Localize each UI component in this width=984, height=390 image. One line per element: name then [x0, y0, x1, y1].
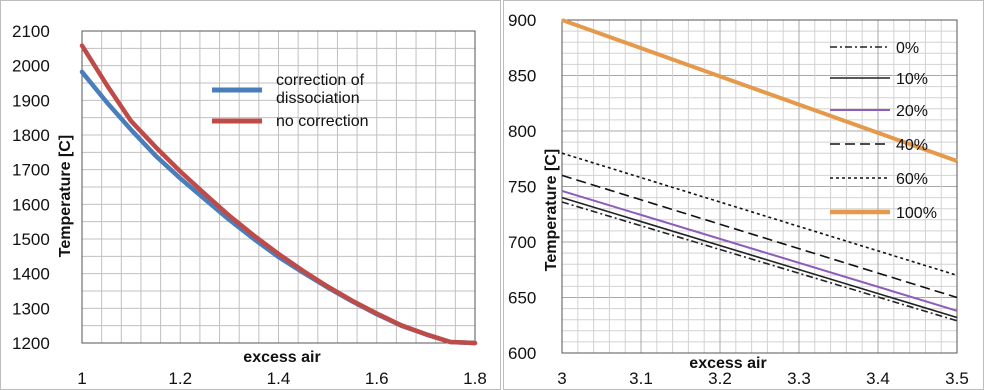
legend-label-3: 40% [896, 137, 928, 154]
legend-label-correction: correction of dissociation [276, 72, 365, 107]
left-y-tick-label: 1400 [12, 265, 50, 284]
right-x-tick-label: 3.1 [629, 369, 653, 388]
left-x-tick-label: 1.2 [168, 369, 192, 388]
right-x-tick-label: 3.2 [708, 369, 732, 388]
right-y-tick-label: 600 [508, 344, 536, 363]
right-y-tick-label: 850 [508, 67, 536, 86]
right-series-line-1 [561, 196, 958, 319]
legend-label-4: 60% [896, 171, 928, 188]
right-y-tick-label: 800 [508, 122, 536, 141]
right-y-tick-label: 750 [508, 178, 536, 197]
left-chart-frame [0, 0, 501, 390]
right-chart: 600 650 700 750 800 850 900 3 3.1 3.2 3.3 3.4 3.5 exc… [503, 0, 984, 390]
left-y-tick-label: 1300 [12, 299, 50, 318]
left-x-tick-label: 1 [77, 369, 86, 388]
right-x-axis-title: excess air [689, 355, 766, 372]
legend-label-0: 0% [896, 40, 919, 57]
left-x-tick-label: 1.6 [365, 369, 389, 388]
left-y-tick-label: 2100 [12, 22, 50, 41]
legend-label-2: 20% [896, 103, 928, 120]
right-plot-area [561, 19, 958, 354]
right-x-tick-label: 3.4 [866, 369, 890, 388]
right-y-axis-title: Temperature [C] [543, 149, 560, 271]
left-y-tick-label: 1800 [12, 126, 50, 145]
left-x-tick-label: 1.4 [267, 369, 291, 388]
legend-label-1: 10% [896, 71, 928, 88]
legend-label-5: 100% [896, 205, 937, 222]
left-x-tick-label: 1.8 [463, 369, 487, 388]
left-y-axis-title: Temperature [C] [57, 135, 74, 257]
right-y-tick-label: 650 [508, 289, 536, 308]
right-series-line-3 [561, 174, 958, 299]
right-x-tick-label: 3.5 [945, 369, 969, 388]
left-y-tick-label: 1700 [12, 161, 50, 180]
right-series-line-5 [561, 18, 958, 163]
right-y-tick-label: 900 [508, 11, 536, 30]
left-series-line-1 [79, 43, 478, 346]
left-plot-area [81, 30, 476, 344]
right-legend: 0% 10% 20% 40% 60% 100% [830, 40, 937, 222]
right-y-tick-label: 700 [508, 233, 536, 252]
right-series-line-0 [561, 201, 958, 322]
right-x-tick-label: 3 [557, 369, 566, 388]
left-y-tick-label: 1200 [12, 334, 50, 353]
left-x-axis-title: excess air [243, 349, 320, 366]
left-legend: correction of dissociation no correction [212, 72, 369, 130]
left-chart: 1200 1300 1400 1500 1600 1700 1800 1900 2000 2100… [0, 0, 501, 390]
right-series-line-2 [561, 189, 958, 312]
left-y-tick-label: 1500 [12, 230, 50, 249]
legend-label-no-correction: no correction [276, 113, 369, 130]
left-y-tick-label: 1900 [12, 91, 50, 110]
left-y-tick-label: 2000 [12, 57, 50, 76]
right-series-line-4 [561, 152, 958, 277]
right-x-tick-label: 3.3 [787, 369, 811, 388]
left-y-tick-label: 1600 [12, 195, 50, 214]
